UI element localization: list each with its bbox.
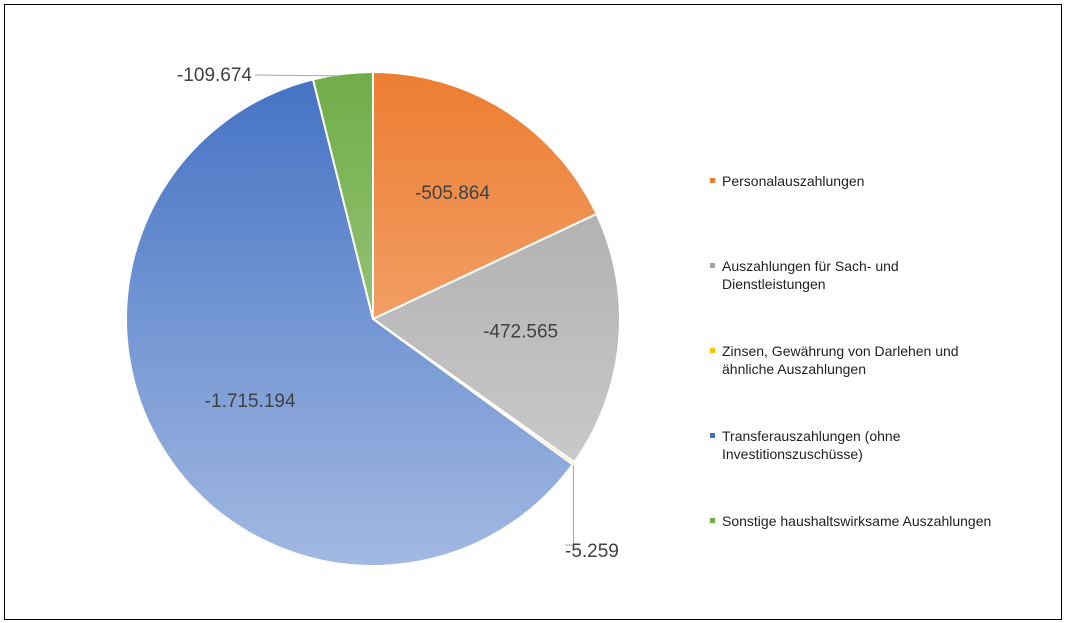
legend-item: Personalauszahlungen [710,172,1066,190]
legend-item: Zinsen, Gewährung von Darlehen und ähnli… [710,342,1000,378]
legend-label: Transferauszahlungen (ohne Investitionsz… [722,428,901,462]
legend-item: Auszahlungen für Sach- und Dienstleistun… [710,257,910,293]
pie-slice [371,212,621,464]
legend-label: Zinsen, Gewährung von Darlehen und ähnli… [722,343,959,377]
pie-slice [311,70,374,320]
legend-swatch [710,433,715,438]
legend-swatch [710,263,715,268]
leader-line [254,74,339,77]
legend-label: Auszahlungen für Sach- und Dienstleistun… [722,258,899,292]
leader-line [565,463,574,546]
legend-swatch [710,348,715,353]
legend-swatch [710,518,715,523]
frame [4,4,1062,620]
legend-label: Personalauszahlungen [722,173,865,189]
data-label: -5.259 [565,541,619,562]
data-label: -1.715.194 [205,391,296,412]
pie-slice [372,70,598,321]
pie-slice [125,78,575,567]
legend-item: Sonstige haushaltswirksame Auszahlungen [710,512,1066,530]
legend-item: Transferauszahlungen (ohne Investitionsz… [710,427,940,463]
data-label: -109.674 [177,65,252,86]
legend-label: Sonstige haushaltswirksame Auszahlungen [722,513,992,529]
legend-swatch [710,178,715,183]
data-label: -505.864 [415,183,490,204]
data-label: -472.565 [483,321,558,342]
